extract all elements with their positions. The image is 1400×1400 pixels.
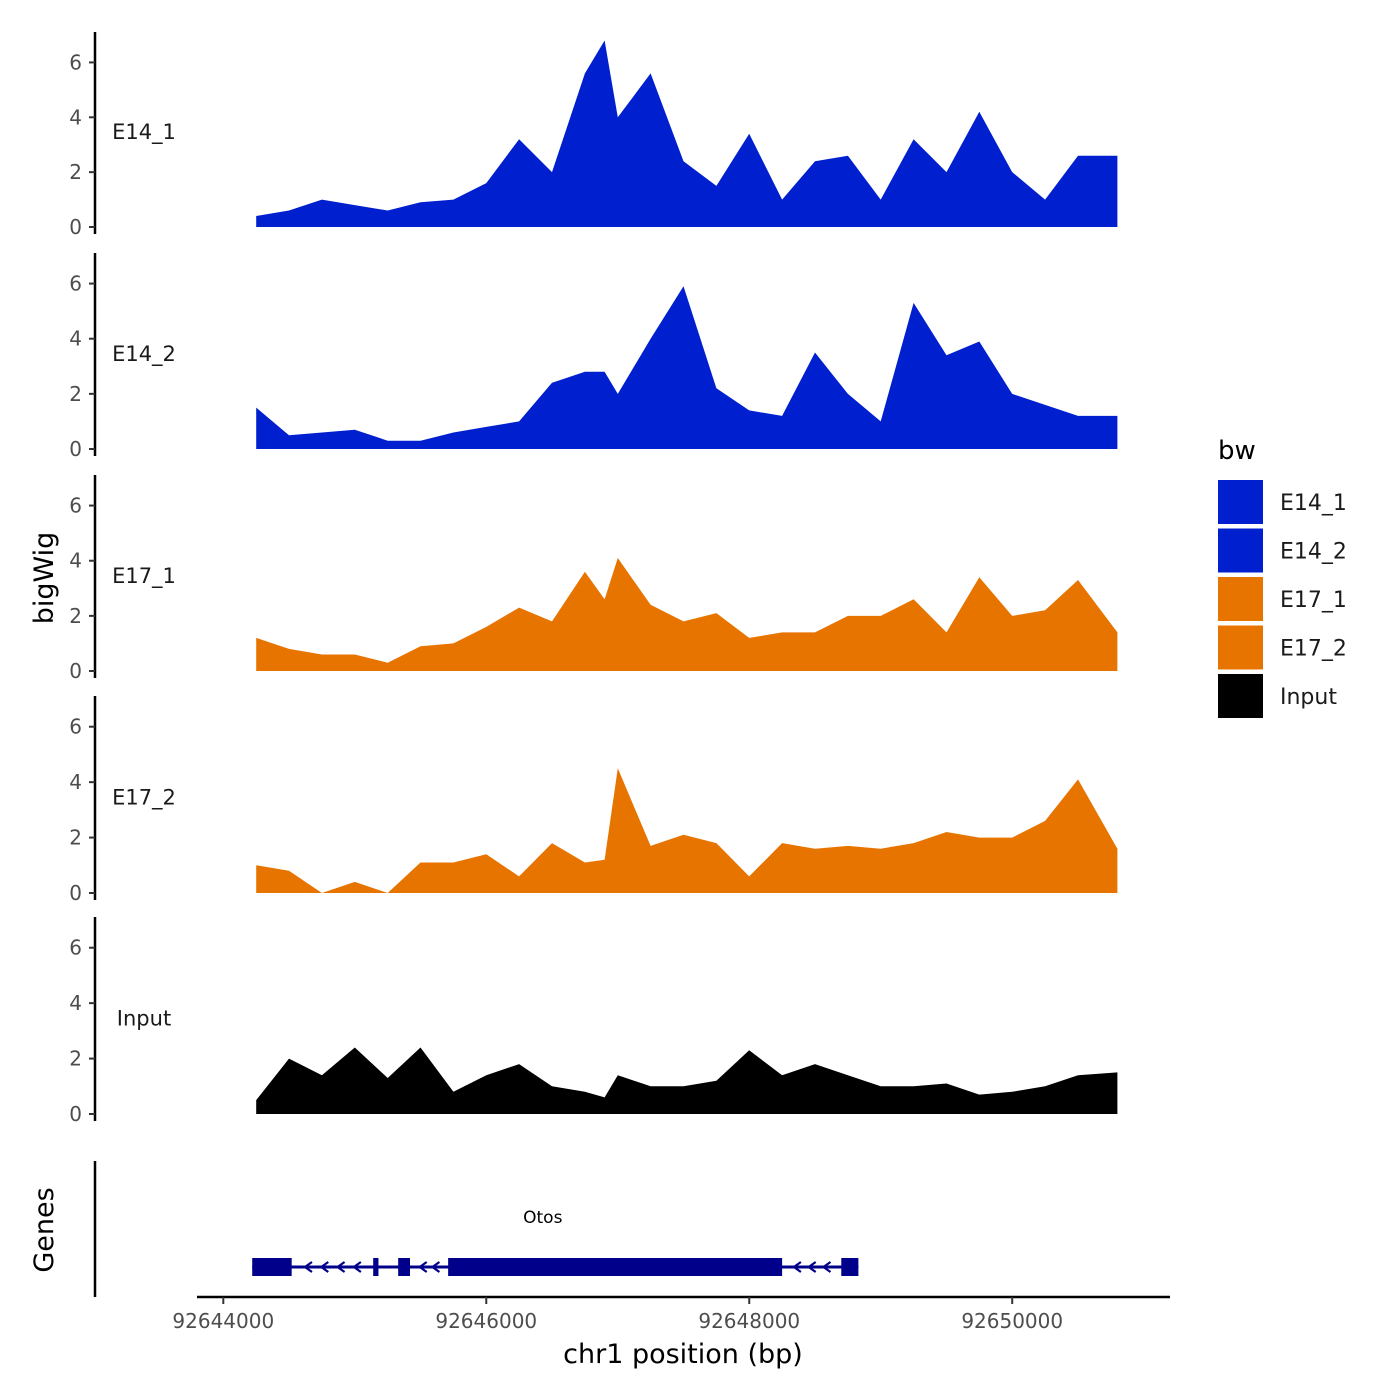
legend: bw E14_1 E14_2 E17_1 E17_2 Input	[1218, 436, 1347, 718]
y-tick-label-E14_2-4: 4	[69, 327, 82, 351]
y-axis-title: bigWig	[29, 532, 60, 625]
track-label-E17_1: E17_1	[112, 564, 176, 589]
strand-arrow	[821, 1261, 832, 1273]
y-tick-label-E17_2-6: 6	[69, 715, 82, 739]
legend-entries: E14_1 E14_2 E17_1 E17_2 Input	[1218, 480, 1347, 718]
y-tick-label-E17_2-4: 4	[69, 770, 82, 794]
x-tick-label-92644000: 92644000	[172, 1309, 274, 1333]
coverage-tracks: 0 2 4 6 E14_1 0 2 4 6 E14_2 0 2 4 6 E17_1 0 2 4 6 E17_2 0 2 4 6…	[69, 32, 1118, 1126]
y-tick-label-E14_2-2: 2	[69, 382, 82, 406]
legend-swatch-E17_1	[1218, 577, 1263, 621]
y-tick-label-E17_1-6: 6	[69, 494, 82, 518]
strand-arrow	[417, 1261, 428, 1273]
y-tick-label-E17_2-2: 2	[69, 826, 82, 850]
y-tick-label-E17_2-0: 0	[69, 881, 82, 905]
y-tick-label-E14_1-0: 0	[69, 215, 82, 239]
x-tick-label-92648000: 92648000	[698, 1309, 800, 1333]
genes-track-label: Genes	[29, 1187, 60, 1272]
track-label-E17_2: E17_2	[112, 785, 176, 810]
strand-arrow	[335, 1261, 346, 1273]
track-E17_2: 0 2 4 6 E17_2	[69, 696, 1118, 905]
strand-arrow	[806, 1261, 817, 1273]
strand-arrow	[430, 1261, 441, 1273]
y-tick-label-E14_1-2: 2	[69, 160, 82, 184]
legend-label-E17_1: E17_1	[1280, 588, 1347, 613]
y-tick-label-Input-6: 6	[69, 936, 82, 960]
track-label-E14_1: E14_1	[112, 120, 176, 145]
strand-arrow	[351, 1261, 362, 1273]
legend-label-E14_2: E14_2	[1280, 540, 1347, 565]
area-E14_1	[256, 40, 1118, 227]
area-E14_2	[256, 286, 1118, 449]
area-Input	[256, 1047, 1118, 1114]
track-E14_1: 0 2 4 6 E14_1	[69, 32, 1118, 239]
legend-label-E14_1: E14_1	[1280, 491, 1347, 516]
legend-title: bw	[1218, 436, 1256, 466]
area-E17_2	[256, 768, 1118, 893]
track-E14_2: 0 2 4 6 E14_2	[69, 253, 1118, 461]
x-tick-label-92646000: 92646000	[435, 1309, 537, 1333]
area-E17_1	[256, 558, 1118, 671]
strand-arrow	[303, 1261, 313, 1273]
strand-arrow	[319, 1261, 329, 1273]
track-label-E14_2: E14_2	[112, 342, 176, 367]
y-tick-label-E14_1-6: 6	[69, 50, 82, 74]
legend-label-E17_2: E17_2	[1280, 637, 1347, 662]
legend-swatch-E17_2	[1218, 625, 1263, 670]
gene-exon-4	[841, 1258, 859, 1276]
y-tick-label-Input-4: 4	[69, 991, 82, 1015]
legend-swatch-E14_1	[1218, 480, 1263, 524]
legend-label-Input: Input	[1280, 685, 1337, 710]
track-Input: 0 2 4 6 Input	[69, 917, 1118, 1126]
y-tick-label-Input-2: 2	[69, 1047, 82, 1071]
strand-arrow	[792, 1261, 802, 1273]
gene-exon-3	[448, 1258, 783, 1276]
legend-swatch-Input	[1218, 674, 1263, 718]
y-tick-label-Input-0: 0	[69, 1102, 82, 1126]
track-label-Input: Input	[117, 1006, 171, 1030]
x-axis: 92644000 92646000 92648000 92650000	[172, 1295, 1170, 1333]
y-tick-label-E17_1-2: 2	[69, 604, 82, 628]
y-tick-label-E14_1-4: 4	[69, 105, 82, 129]
legend-swatch-E14_2	[1218, 528, 1263, 573]
x-tick-label-92650000: 92650000	[961, 1309, 1063, 1333]
y-tick-label-E17_1-0: 0	[69, 659, 82, 683]
genes-panel: Otos	[93, 1161, 859, 1297]
y-tick-label-E17_1-4: 4	[69, 549, 82, 573]
y-tick-label-E14_2-6: 6	[69, 272, 82, 296]
gene-exon-0	[252, 1258, 292, 1276]
track-E17_1: 0 2 4 6 E17_1	[69, 475, 1118, 683]
gene-exon-2	[398, 1258, 411, 1276]
gene-exon-1	[373, 1258, 379, 1276]
y-tick-label-E14_2-0: 0	[69, 437, 82, 461]
x-axis-title: chr1 position (bp)	[563, 1339, 803, 1370]
gene-name-label: Otos	[523, 1208, 562, 1228]
